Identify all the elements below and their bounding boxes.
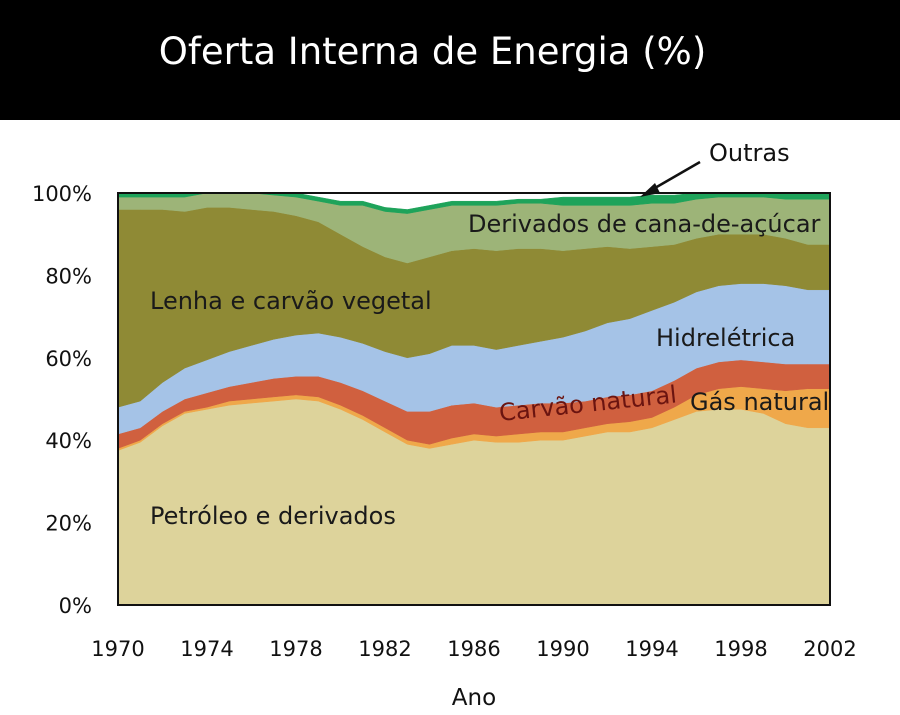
y-tick-label: 60% <box>45 347 92 371</box>
y-tick-label: 100% <box>32 182 92 206</box>
series-label-5: Gás natural <box>690 388 829 416</box>
x-tick-label: 1974 <box>180 637 233 661</box>
area-layers <box>117 192 831 606</box>
x-tick-label: 2002 <box>803 637 856 661</box>
x-tick-label: 1970 <box>91 637 144 661</box>
x-tick-label: 1982 <box>358 637 411 661</box>
y-tick-labels: 0% 20% 40% 60% 80% 100% <box>32 182 92 618</box>
series-labels: Outras Derivados de cana-de-açúcar Lenha e… <box>150 139 829 530</box>
series-label-3: Hidrelétrica <box>656 324 795 352</box>
y-tick-label: 0% <box>59 594 92 618</box>
x-tick-labels: 1970 1974 1978 1982 1986 1990 1994 1998 2002 <box>91 637 856 661</box>
title-bar: Oferta Interna de Energia (%) <box>0 0 900 120</box>
plot-frame <box>117 192 831 606</box>
x-tick-label: 1994 <box>625 637 678 661</box>
series-label-6: Petróleo e derivados <box>150 502 396 530</box>
y-tick-label: 40% <box>45 429 92 453</box>
outras-arrow <box>640 160 701 197</box>
chart-title: Oferta Interna de Energia (%) <box>158 30 707 73</box>
series-label-0: Outras <box>709 139 790 167</box>
x-axis-title: Ano <box>452 685 496 711</box>
series-label-1: Derivados de cana-de-açúcar <box>468 210 821 238</box>
x-tick-label: 1998 <box>714 637 767 661</box>
x-tick-label: 1990 <box>536 637 589 661</box>
series-label-2: Lenha e carvão vegetal <box>150 287 432 315</box>
y-tick-label: 20% <box>45 512 92 536</box>
x-tick-label: 1978 <box>269 637 322 661</box>
y-tick-label: 80% <box>45 264 92 288</box>
x-tick-label: 1986 <box>447 637 500 661</box>
